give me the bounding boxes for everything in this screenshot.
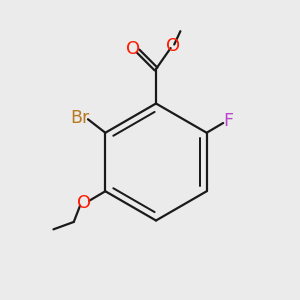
Text: Br: Br: [70, 109, 89, 127]
Text: O: O: [76, 194, 91, 212]
Text: O: O: [125, 40, 140, 58]
Text: O: O: [166, 37, 180, 55]
Text: F: F: [224, 112, 233, 130]
